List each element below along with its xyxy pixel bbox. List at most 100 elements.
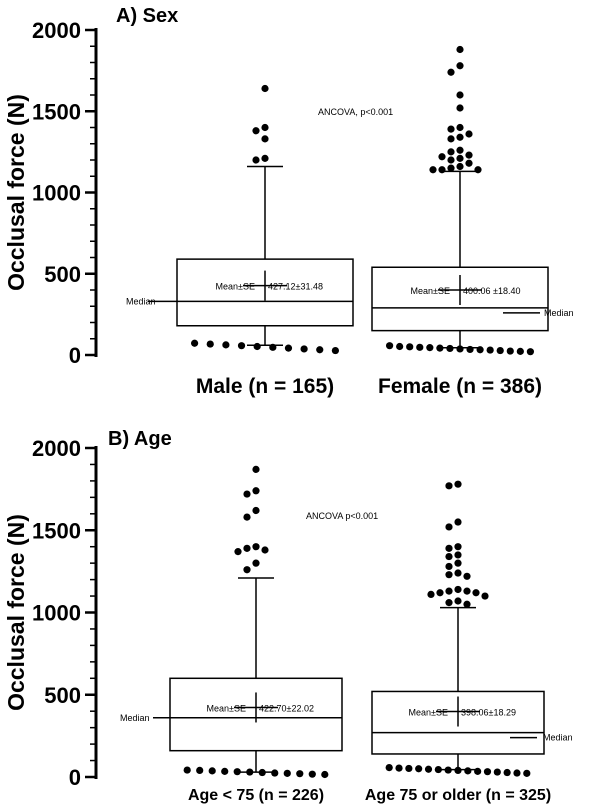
outlier-point <box>513 769 521 777</box>
outlier-point <box>243 544 251 552</box>
outlier-point <box>300 345 308 353</box>
outlier-point <box>465 151 473 159</box>
outlier-point <box>474 767 482 775</box>
box-group: Mean±SE 422.70±22.02 Median Age < 75 (n = 2… <box>120 465 343 804</box>
outlier-point <box>526 348 535 356</box>
outlier-point <box>447 164 455 172</box>
outlier-point <box>486 346 494 354</box>
outlier-point <box>463 587 471 595</box>
outlier-point <box>454 585 462 594</box>
outlier-point <box>466 345 474 354</box>
outlier-point <box>284 344 293 352</box>
outlier-point <box>454 543 462 551</box>
outlier-point <box>426 344 434 352</box>
outlier-point <box>331 346 339 355</box>
outlier-point <box>454 480 462 488</box>
mean-value-label: 398.06±18.29 <box>461 708 516 718</box>
x-category-label: Age < 75 (n = 226) <box>188 787 324 804</box>
outlier-point <box>252 506 260 515</box>
outlier-point <box>481 592 489 600</box>
outlier-point <box>261 123 269 132</box>
median-callout-label: Median <box>120 713 150 723</box>
panel-age: B) Age 0 500 1000 1500 2000 Occlusal force (N)… <box>3 428 573 804</box>
outlier-point <box>456 133 464 141</box>
box-group: Mean±SE 400.06 ±18.40 Median Female (n = 38… <box>371 45 574 398</box>
outlier-point <box>246 768 254 776</box>
mean-value-label: 400.06 ±18.40 <box>463 286 521 296</box>
outlier-point <box>252 543 260 551</box>
outlier-point <box>252 156 260 164</box>
outlier-point <box>456 104 464 112</box>
outlier-point <box>438 166 446 174</box>
outlier-point <box>436 589 444 597</box>
outlier-point <box>516 347 524 355</box>
outlier-point <box>221 767 229 775</box>
y-tick-label: 1000 <box>32 181 81 206</box>
outlier-point <box>456 345 464 353</box>
panel-title: B) Age <box>108 428 172 450</box>
median-callout-label: Median <box>544 308 574 318</box>
x-category-label: Female (n = 386) <box>378 375 542 398</box>
outlier-point <box>444 766 452 774</box>
outlier-point <box>456 154 464 162</box>
outlier-point <box>243 490 251 498</box>
outlier-point <box>456 45 464 54</box>
outlier-point <box>493 768 501 776</box>
outlier-point <box>261 84 269 93</box>
outlier-point <box>206 340 214 348</box>
outlier-point <box>296 770 304 778</box>
y-tick-label: 0 <box>69 343 81 368</box>
box-group: Mean±SE 427.12±31.48 Median Male (n = 165) <box>126 84 354 398</box>
outlier-point <box>445 587 453 595</box>
y-tick-label: 1500 <box>32 518 81 543</box>
outlier-point <box>252 487 260 495</box>
outlier-point <box>465 159 473 167</box>
outlier-point <box>261 135 269 143</box>
outlier-point <box>447 156 455 164</box>
mean-value-label: 427.12±31.48 <box>268 282 323 292</box>
outlier-point <box>261 546 269 554</box>
outlier-point <box>271 769 279 777</box>
outlier-point <box>445 571 453 579</box>
outlier-point <box>406 343 414 351</box>
outlier-point <box>416 343 424 351</box>
median-callout-label: Median <box>543 733 573 743</box>
outlier-point <box>261 154 269 162</box>
x-category-label: Male (n = 165) <box>196 375 334 398</box>
y-tick-label: 0 <box>69 765 81 790</box>
outlier-point <box>483 768 492 776</box>
mean-label: Mean±SE <box>411 286 450 296</box>
outlier-point <box>234 548 242 556</box>
outlier-point <box>269 343 277 351</box>
outlier-point <box>447 68 455 76</box>
outlier-point <box>424 765 433 773</box>
outlier-point <box>258 768 266 777</box>
panel-sex: A) Sex 0 500 1000 1500 2000 Occlusal force (N)… <box>3 5 574 398</box>
y-tick-label: 2000 <box>32 18 81 43</box>
outlier-point <box>463 572 471 580</box>
outlier-point <box>445 552 453 561</box>
outlier-point <box>243 566 251 574</box>
box-group: Mean±SE 398.06±18.29 Median Age 75 or older… <box>365 480 573 804</box>
outlier-point <box>429 166 437 174</box>
outlier-point <box>454 518 462 526</box>
stat-annotation: ANCOVA p<0.001 <box>306 511 378 521</box>
outlier-point <box>465 130 473 138</box>
outlier-point <box>463 600 471 608</box>
outlier-point <box>454 569 462 577</box>
panel-title: A) Sex <box>116 5 178 27</box>
outlier-point <box>456 62 464 70</box>
outlier-point <box>196 766 204 774</box>
y-tick-label: 500 <box>44 262 81 287</box>
y-axis-label: Occlusal force (N) <box>3 514 29 711</box>
outlier-point <box>183 766 191 774</box>
y-tick-label: 2000 <box>32 436 81 461</box>
outlier-point <box>308 770 316 778</box>
outlier-point <box>252 559 260 567</box>
outlier-point <box>252 127 260 135</box>
y-axis-label: Occlusal force (N) <box>3 94 29 291</box>
outlier-point <box>454 551 462 559</box>
mean-value-label: 422.70±22.02 <box>259 703 314 713</box>
outlier-point <box>395 764 403 772</box>
